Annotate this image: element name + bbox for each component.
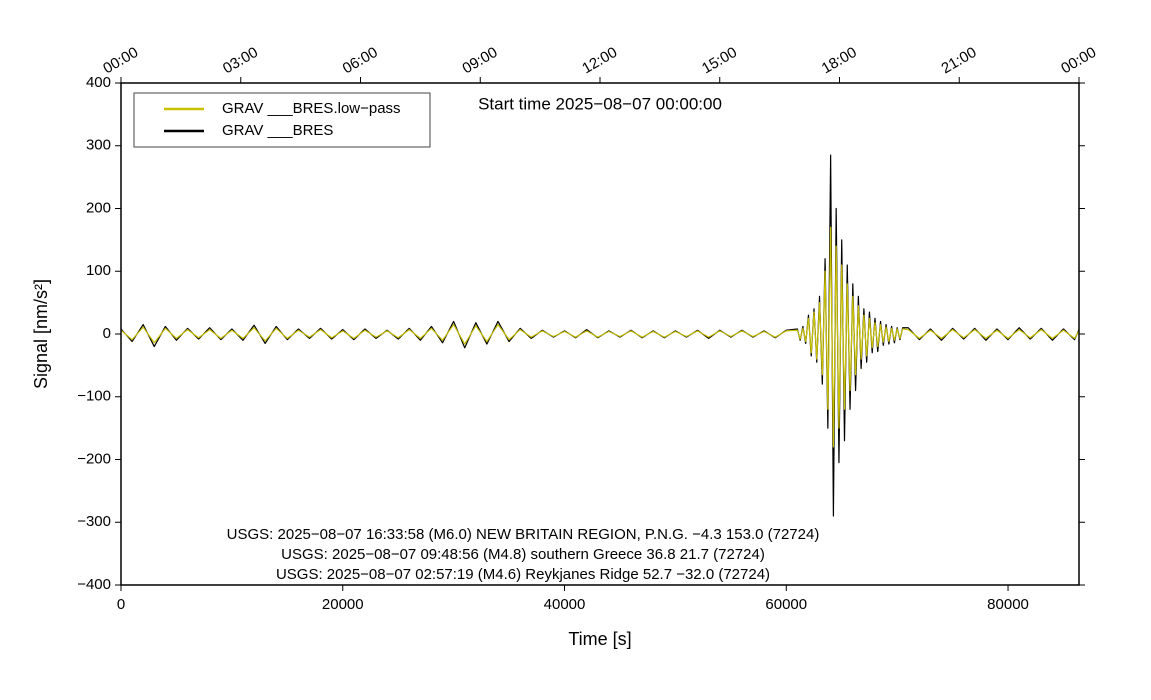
y-tick-label: 400 — [86, 74, 111, 91]
top-tick-label: 21:00 — [938, 44, 979, 77]
top-tick-label: 09:00 — [459, 44, 500, 77]
top-tick-label: 00:00 — [100, 44, 141, 77]
signal-line — [120, 226, 1080, 448]
legend-label: GRAV ___BRES.low−pass — [222, 100, 401, 117]
y-tick-label: 200 — [86, 199, 111, 216]
y-tick-label: −400 — [77, 576, 111, 593]
x-axis-label: Time [s] — [568, 629, 631, 649]
top-tick-label: 06:00 — [340, 44, 381, 77]
chart-title: Start time 2025−08−07 00:00:00 — [478, 94, 722, 113]
event-annotation: USGS: 2025−08−07 16:33:58 (M6.0) NEW BRI… — [227, 526, 820, 543]
top-tick-label: 00:00 — [1058, 44, 1099, 77]
top-tick-label: 18:00 — [819, 44, 860, 77]
y-tick-label: 100 — [86, 262, 111, 279]
y-tick-label: 300 — [86, 137, 111, 154]
y-axis-label: Signal [nm/s²] — [31, 279, 51, 389]
event-annotation: USGS: 2025−08−07 09:48:56 (M4.8) souther… — [281, 546, 765, 563]
top-tick-label: 12:00 — [579, 44, 620, 77]
x-tick-label: 20000 — [322, 596, 364, 613]
y-tick-label: −300 — [77, 513, 111, 530]
x-tick-label: 40000 — [544, 596, 586, 613]
legend-box — [133, 92, 431, 148]
top-tick-label: 15:00 — [699, 44, 740, 77]
top-tick-label: 03:00 — [220, 44, 261, 77]
y-tick-label: −200 — [77, 450, 111, 467]
x-tick-label: 80000 — [987, 596, 1029, 613]
event-annotation: USGS: 2025−08−07 02:57:19 (M4.6) Reykjan… — [276, 566, 770, 583]
x-tick-label: 60000 — [765, 596, 807, 613]
y-tick-label: −100 — [77, 388, 111, 405]
y-tick-label: 0 — [103, 325, 111, 342]
x-tick-label: 0 — [117, 596, 125, 613]
legend-label: GRAV ___BRES — [222, 122, 333, 139]
